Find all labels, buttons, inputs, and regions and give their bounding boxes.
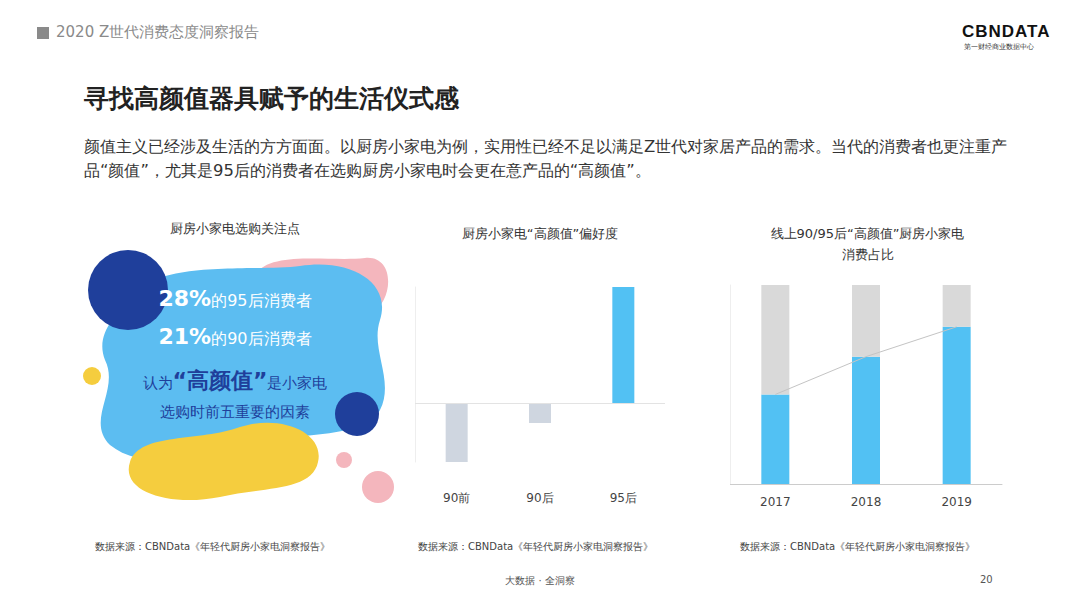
html-text:2020 Z世代消费态度洞察报告: 2020 Z世代消费态度洞察报告 [56,23,260,41]
svg-text:95后: 95后 [610,491,637,505]
svg-text:厨房小家电“高颜值”偏好度: 厨房小家电“高颜值”偏好度 [462,226,618,241]
html-text:大数据 · 全洞察: 大数据 · 全洞察 [505,575,575,586]
svg-text:2019: 2019 [941,495,972,509]
html-text:寻找高颜值器具赋予的生活仪式感: 寻找高颜值器具赋予的生活仪式感 [84,84,459,113]
html-text:厨房小家电选购关注点: 厨房小家电选购关注点 [170,221,300,236]
svg-text:消费占比: 消费占比 [842,247,894,262]
html-text:20: 20 [980,574,993,585]
html-text:数据来源：CBNData《年轻代厨房小家电洞察报告》: 数据来源：CBNData《年轻代厨房小家电洞察报告》 [95,541,331,552]
html-text:第一财经商业数据中心: 第一财经商业数据中心 [964,43,1034,51]
svg-text:90前: 90前 [443,491,470,505]
html-text:21%的90后消费者: 21%的90后消费者 [158,324,312,349]
svg-text:2017: 2017 [760,495,791,509]
html-text:数据来源：CBNData《年轻代厨房小家电洞察报告》: 数据来源：CBNData《年轻代厨房小家电洞察报告》 [418,541,654,552]
html-text:选购时前五重要的因素: 选购时前五重要的因素 [160,403,310,421]
html-text:颜值主义已经涉及生活的方方面面。以厨房小家电为例，实用性已经: 颜值主义已经涉及生活的方方面面。以厨房小家电为例，实用性已经不足以满足Z世代对家… [84,137,1008,180]
html-text:认为“高颜值”是小家电: 认为“高颜值”是小家电 [142,368,328,393]
svg-text:线上90/95后“高颜值”厨房小家电: 线上90/95后“高颜值”厨房小家电 [771,226,965,241]
html-text:数据来源：CBNData《年轻代厨房小家电洞察报告》: 数据来源：CBNData《年轻代厨房小家电洞察报告》 [740,541,976,552]
svg-text:2018: 2018 [851,495,882,509]
html-text:28%的95后消费者: 28%的95后消费者 [158,286,312,311]
svg-text:90后: 90后 [526,491,553,505]
html-text:CBNDATA: CBNDATA [962,22,1051,41]
